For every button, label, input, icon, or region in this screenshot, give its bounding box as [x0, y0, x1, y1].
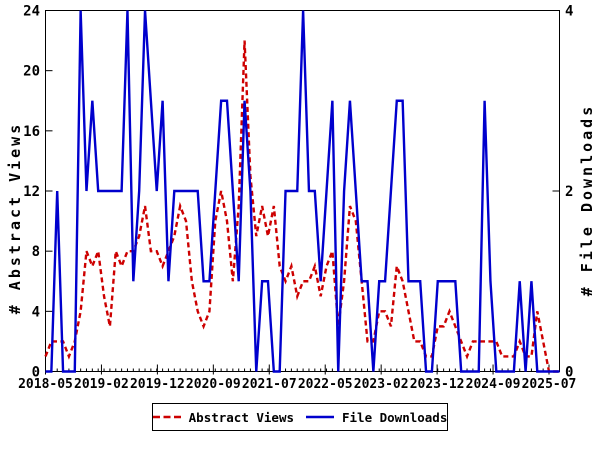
y-right-tick-label: 2 — [565, 184, 573, 200]
y-left-tick-label: 0 — [32, 365, 40, 381]
y-right-axis-title: # File Downloads — [578, 103, 596, 297]
x-tick-label: 2018-05 — [18, 377, 73, 392]
x-tick-label: 2021-07 — [242, 377, 297, 392]
legend-label-file-downloads: File Downloads — [342, 409, 448, 425]
y-left-tick-label: 12 — [23, 184, 40, 200]
legend-label-abstract-views: Abstract Views — [188, 409, 294, 425]
series-file-downloads — [45, 10, 560, 373]
y-left-axis-title: # Abstract Views — [6, 121, 24, 315]
x-tick-label: 2020-09 — [186, 377, 241, 392]
solid-line-icon — [306, 415, 334, 419]
dashed-line-icon — [152, 415, 181, 419]
y-right-tick-label: 4 — [565, 4, 573, 20]
y-left-tick-label: 4 — [32, 304, 40, 320]
y-right-tick-label: 0 — [565, 365, 573, 381]
x-tick-label: 2023-12 — [410, 377, 465, 392]
x-tick-label: 2022-05 — [298, 377, 353, 392]
x-tick-label: 2025-07 — [522, 377, 577, 392]
x-tick-label: 2019-12 — [130, 377, 185, 392]
x-tick-label: 2024-09 — [466, 377, 521, 392]
legend-item-file-downloads: File Downloads — [306, 410, 447, 425]
y-left-tick-label: 16 — [23, 124, 40, 140]
series-abstract-views — [44, 40, 560, 373]
x-tick-label: 2023-02 — [354, 377, 409, 392]
y-left-tick-label: 20 — [23, 64, 40, 80]
y-left-tick-label: 24 — [23, 4, 40, 20]
x-tick-label: 2019-02 — [74, 377, 129, 392]
y-left-tick-label: 8 — [32, 244, 40, 260]
legend-item-abstract-views: Abstract Views — [152, 409, 294, 425]
legend: Abstract Views File Downloads — [152, 403, 448, 431]
